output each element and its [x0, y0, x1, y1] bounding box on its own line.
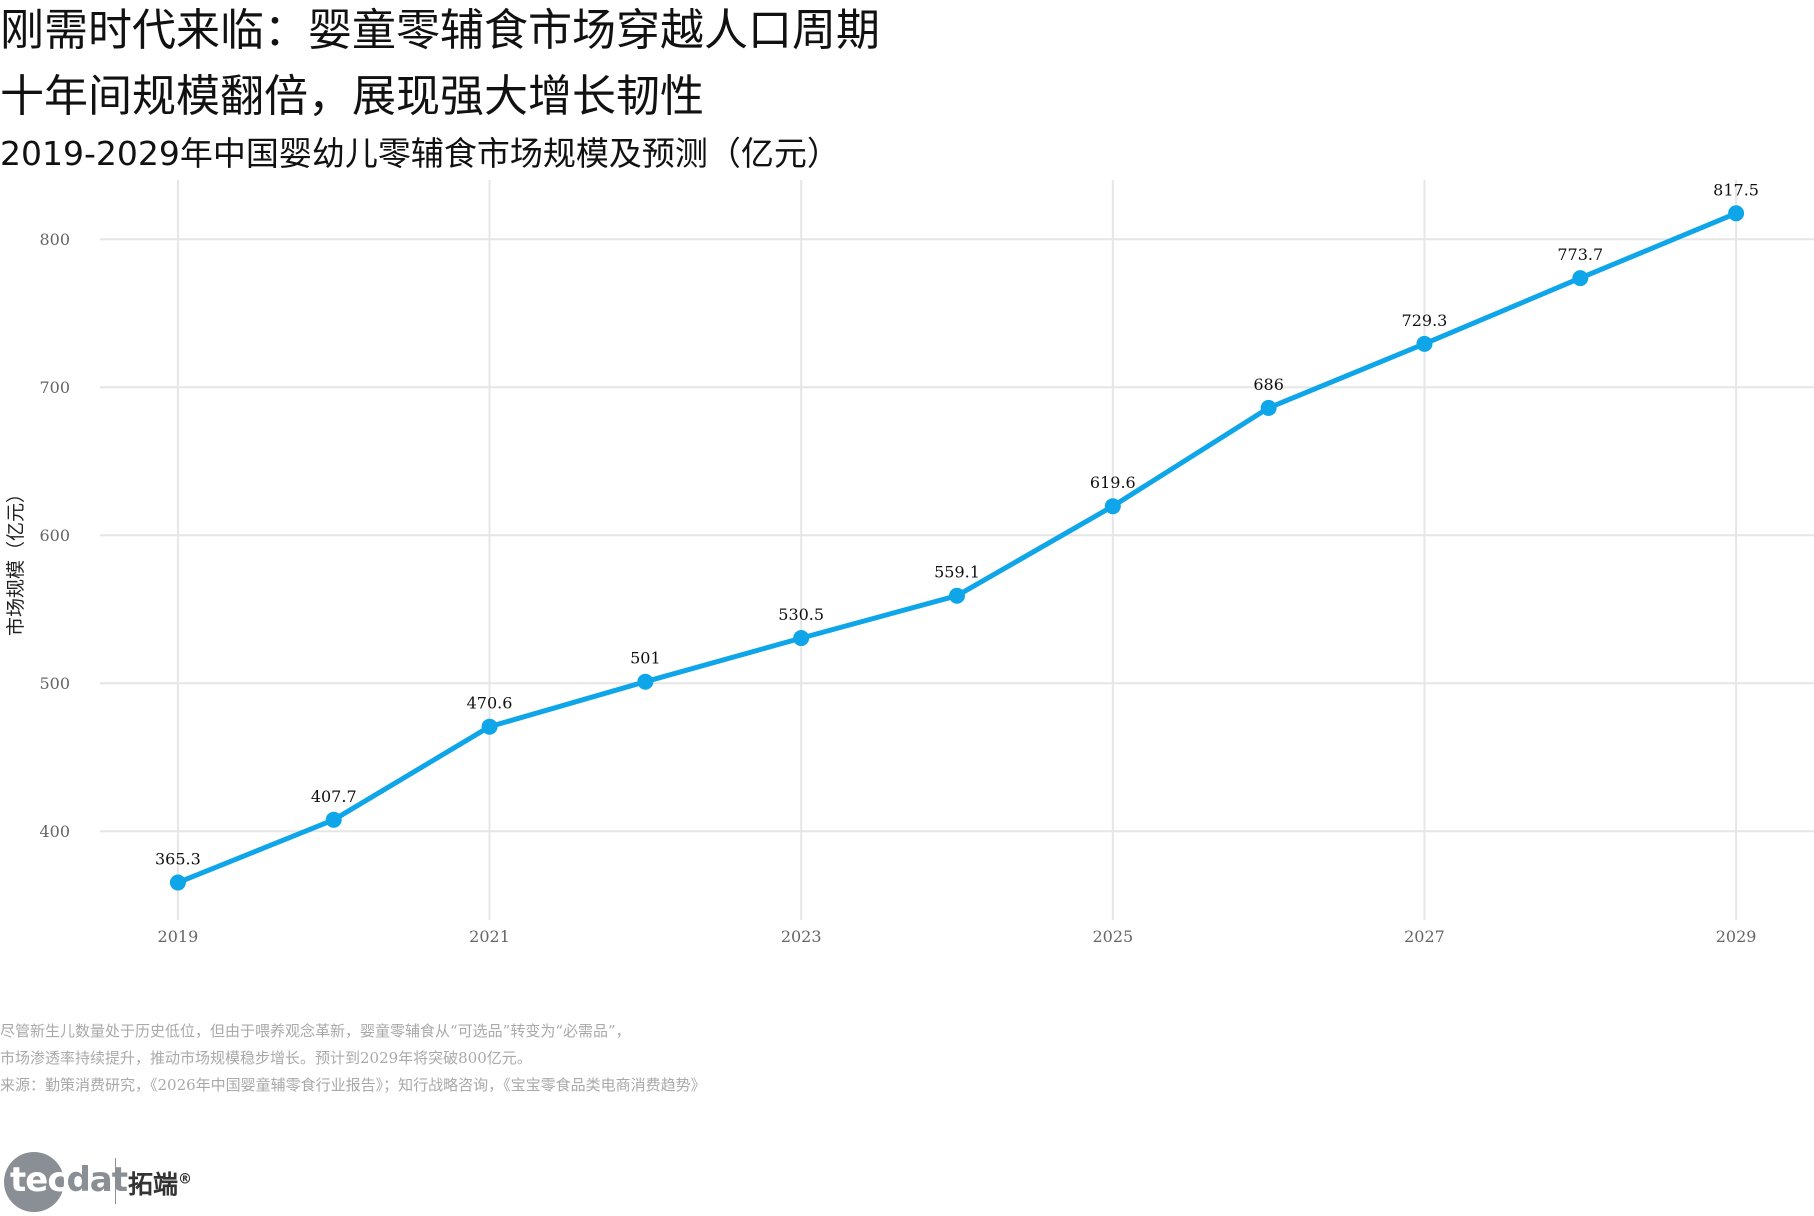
note-line-1: 尽管新生儿数量处于历史低位，但由于喂养观念革新，婴童零辅食从“可选品”转变为“必… [0, 1022, 631, 1040]
y-tick-label: 800 [39, 230, 70, 249]
data-label-2025: 619.6 [1090, 473, 1136, 492]
data-label-2019: 365.3 [155, 850, 201, 869]
data-label-2023: 530.5 [778, 605, 824, 624]
data-point-2024 [949, 587, 965, 604]
chart-subtitle: 2019-2029年中国婴幼儿零辅食市场规模及预测（亿元） [0, 134, 840, 173]
data-point-2020 [325, 811, 342, 828]
logo-cn-label: 拓端 [128, 1170, 179, 1199]
x-tick-label: 2023 [781, 927, 822, 946]
logo-wordmark: tecdat [10, 1160, 128, 1200]
y-tick-label: 400 [39, 822, 70, 841]
data-point-2021 [481, 718, 498, 735]
y-tick-label: 700 [39, 378, 70, 397]
source-line: 来源：勤策消费研究，《2026年中国婴童辅零食行业报告》；知行战略咨询，《宝宝零… [0, 1076, 706, 1094]
x-tick-label: 2021 [469, 927, 510, 946]
data-point-2028 [1572, 270, 1589, 287]
data-label-2027: 729.3 [1402, 311, 1448, 330]
data-label-2021: 470.6 [467, 694, 513, 713]
data-label-2020: 407.7 [311, 787, 357, 806]
data-labels: 365.3 407.7 470.6 501 530.5 559.1 619.6 686 729.… [155, 180, 1759, 868]
data-label-2024: 559.1 [934, 563, 980, 582]
logo-registered-mark: ® [178, 1171, 193, 1188]
data-label-2022: 501 [630, 649, 661, 668]
line-chart: 400 500 600 700 800 2019 2021 2023 2025 2027 2029… [5, 180, 1814, 946]
logo-cn-text: 拓端® [128, 1165, 192, 1201]
footnotes: 尽管新生儿数量处于历史低位，但由于喂养观念革新，婴童零辅食从“可选品”转变为“必… [0, 1018, 706, 1099]
data-point-2029 [1728, 205, 1745, 222]
chart-title-line-2: 十年间规模翻倍，展现强大增长韧性 [0, 71, 704, 122]
data-point-2026 [1260, 399, 1277, 416]
logo-separator [115, 1158, 116, 1204]
y-axis-ticks: 400 500 600 700 800 [39, 230, 70, 841]
data-point-2019 [169, 874, 186, 891]
data-label-2029: 817.5 [1713, 180, 1759, 199]
y-axis-label: 市场规模（亿元） [5, 484, 27, 636]
x-tick-label: 2029 [1716, 927, 1757, 946]
logo-text-dat: dat [66, 1160, 128, 1200]
tecdat-logo: tecdat 拓端® [4, 1152, 244, 1216]
data-point-2022 [637, 673, 654, 690]
data-point-2025 [1104, 498, 1121, 515]
x-tick-label: 2025 [1092, 927, 1133, 946]
logo-text-tec: tec [10, 1160, 67, 1200]
series-line [175, 210, 1739, 886]
x-axis-ticks: 2019 2021 2023 2025 2027 2029 [158, 927, 1757, 946]
chart-title-line-1: 刚需时代来临：婴童零辅食市场穿越人口周期 [0, 5, 880, 56]
data-point-2023 [793, 630, 810, 647]
y-tick-label: 600 [39, 526, 70, 545]
y-tick-label: 500 [39, 674, 70, 693]
data-label-2028: 773.7 [1557, 245, 1603, 264]
data-points [169, 205, 1745, 891]
grid-lines [100, 180, 1814, 920]
x-tick-label: 2027 [1404, 927, 1445, 946]
note-line-2: 市场渗透率持续提升，推动市场规模稳步增长。预计到2029年将突破800亿元。 [0, 1049, 532, 1067]
data-label-2026: 686 [1253, 375, 1284, 394]
logo-circle [4, 1152, 64, 1212]
x-tick-label: 2019 [158, 927, 199, 946]
data-point-2027 [1416, 335, 1433, 352]
